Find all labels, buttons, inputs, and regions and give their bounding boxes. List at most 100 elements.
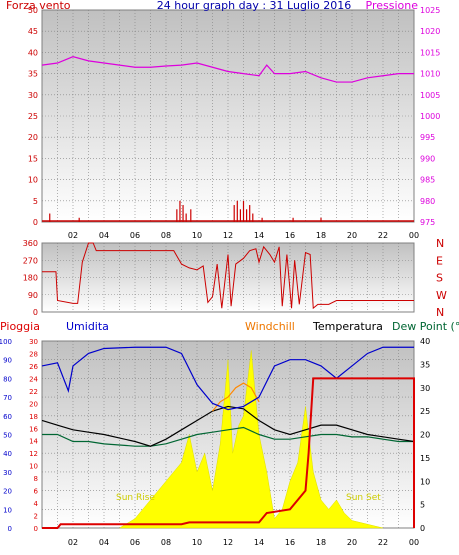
pressure-tick-label: 985 [420,176,435,185]
wind-tick-label: 50 [28,6,38,15]
humidity-tick-label: 22 [29,388,38,396]
humidity-tick-label: 12 [29,450,38,458]
pressure-tick-label: 1000 [420,112,440,121]
x-tick-label: 00 [409,231,419,240]
series-lines [41,56,415,529]
pressure-tick-label: 990 [420,154,435,163]
humidity-tick-label: 14 [29,438,38,446]
humidity-tick-label: 8 [34,475,38,483]
temperature-tick-label: 20 [420,431,430,440]
humidity-tick-label: 18 [29,413,38,421]
pressure-tick-label: 975 [420,218,435,227]
pressure-tick-label: 1025 [420,6,440,15]
direction-tick-label: 90 [28,291,38,300]
label-pioggia: Pioggia [0,320,40,333]
sunset-label: Sun Set [346,493,381,503]
label-windchill: Windchill [245,320,295,333]
label-dewpoint: Dew Point (°C [392,320,459,333]
rain-tick-label: 80 [3,375,12,383]
wind-tick-label: 10 [28,176,38,185]
wind-tick-label: 20 [28,133,38,142]
header-left-title: Forza vento [6,0,71,12]
x-tick-label: 14 [254,231,264,240]
direction-tick-label: 180 [23,274,38,283]
x-tick-label: 10 [192,538,202,547]
rain-tick-label: 90 [3,357,12,365]
humidity-tick-label: 10 [29,463,38,471]
humidity-tick-label: 30 [29,338,38,346]
rain-tick-label: 30 [3,469,12,477]
pressure-tick-label: 980 [420,197,435,206]
direction-tick-label: 360 [23,239,38,248]
x-tick-label: 16 [285,538,295,547]
wind-tick-label: 5 [33,197,38,206]
rain-tick-label: 100 [0,338,12,346]
temperature-tick-label: 30 [420,384,430,393]
x-tick-label: 04 [99,538,109,547]
x-tick-label: 12 [223,231,233,240]
humidity-line [41,346,414,411]
x-tick-label: 00 [409,538,419,547]
temperature-tick-label: 25 [420,407,430,416]
humidity-tick-label: 16 [29,425,38,433]
x-tick-label: 02 [68,538,78,547]
x-tick-label: 20 [347,231,357,240]
x-tick-label: 18 [316,231,326,240]
label-temperatura: Temperatura [312,320,383,333]
x-tick-label: 06 [130,538,140,547]
rain-tick-label: 0 [8,525,12,533]
rain-line [42,377,415,529]
compass-label: E [436,254,443,267]
temperature-tick-label: 10 [420,477,430,486]
label-umidita: Umidita [66,320,109,333]
x-tick-label: 08 [161,538,171,547]
header-right-title: Pressione [366,0,419,12]
rain-tick-label: 70 [3,394,12,402]
wind-tick-label: 35 [28,70,38,79]
rain-tick-label: 40 [3,450,12,458]
rain-tick-label: 20 [3,488,12,496]
humidity-tick-label: 6 [34,488,39,496]
pressure-tick-label: 995 [420,133,435,142]
x-tick-label: 10 [192,231,202,240]
humidity-tick-label: 20 [29,400,38,408]
pressure-tick-label: 1015 [420,48,440,57]
humidity-tick-label: 2 [34,513,38,521]
pressure-tick-label: 1020 [420,27,440,36]
temperature-tick-label: 15 [420,454,430,463]
rain-tick-label: 60 [3,413,12,421]
x-tick-label: 22 [378,231,388,240]
compass-label: S [436,272,443,285]
direction-line [42,242,414,310]
pressure-tick-label: 1010 [420,70,440,79]
x-tick-label: 14 [254,538,264,547]
wind-tick-label: 0 [33,218,38,227]
sunrise-label: Sun Rise [116,493,155,503]
x-tick-label: 02 [68,231,78,240]
x-tick-label: 08 [161,231,171,240]
direction-tick-label: 270 [23,256,38,265]
x-tick-label: 20 [347,538,357,547]
dewpoint-line [42,426,414,447]
wind-tick-label: 25 [28,112,38,121]
rain-tick-label: 10 [3,506,12,514]
header-center-title: 24 hour graph day : 31 Luglio 2016 [157,0,352,12]
compass-label: N [436,306,444,319]
x-tick-label: 22 [378,538,388,547]
wind-tick-label: 45 [28,27,38,36]
humidity-tick-label: 26 [29,363,38,371]
tick-labels: 0510152025303540455097598098599099510001… [0,6,447,547]
pressure-line [41,56,414,83]
direction-tick-label: 0 [33,308,38,317]
wind-tick-label: 30 [28,91,38,100]
compass-label: W [436,289,447,302]
wind-tick-label: 15 [28,154,38,163]
x-tick-label: 04 [99,231,109,240]
x-tick-label: 06 [130,231,140,240]
humidity-tick-label: 4 [34,500,39,508]
temperature-tick-label: 5 [420,501,425,510]
x-tick-label: 12 [223,538,233,547]
temperature-tick-label: 0 [420,524,425,533]
wind-tick-label: 40 [28,48,38,57]
